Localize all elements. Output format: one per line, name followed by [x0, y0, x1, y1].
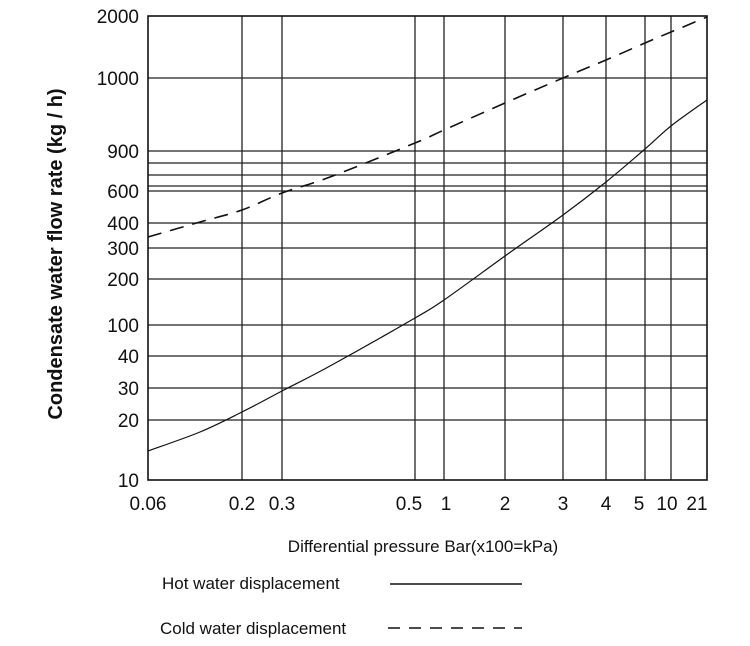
y-tick-label: 20	[118, 411, 139, 432]
x-tick-label: 2	[500, 494, 511, 515]
x-tick-label: 0.3	[269, 494, 295, 515]
x-tick-label: 4	[601, 494, 612, 515]
y-tick-label: 10	[118, 471, 139, 492]
y-tick-label: 300	[107, 239, 139, 260]
y-tick-label: 900	[107, 142, 139, 163]
x-tick-label: 21	[686, 494, 707, 515]
series-cold-water-line	[147, 16, 708, 238]
x-tick-label: 3	[558, 494, 569, 515]
x-tick-label: 0.2	[229, 494, 255, 515]
y-tick-label: 1000	[97, 69, 139, 90]
x-tick-label: 1	[441, 494, 452, 515]
legend-cold-label: Cold water displacement	[160, 619, 346, 638]
x-tick-label: 0.5	[396, 494, 422, 515]
y-tick-label: 100	[107, 316, 139, 337]
x-tick-label: 5	[634, 494, 645, 515]
legend-hot-label: Hot water displacement	[162, 574, 340, 593]
y-axis-label: Condensate water flow rate (kg / h)	[45, 88, 67, 419]
plot-frame	[147, 15, 708, 481]
y-tick-label: 40	[118, 347, 139, 368]
x-tick-label: 0.06	[130, 494, 167, 515]
x-axis-label: Differential pressure Bar(x100=kPa)	[288, 537, 558, 556]
y-tick-label: 200	[107, 270, 139, 291]
x-tick-label: 10	[656, 494, 677, 515]
y-tick-label: 2000	[97, 7, 139, 28]
series-curves	[147, 16, 708, 452]
y-tick-label: 30	[118, 379, 139, 400]
y-tick-label: 600	[107, 182, 139, 203]
grid-lines	[148, 16, 707, 480]
tick-labels: 0.06 0.2 0.3 0.5 1 2 3 4 5 10 21 10 20 30 40 100 200 300 4…	[97, 7, 708, 515]
series-hot-water-line	[147, 99, 708, 452]
y-tick-label: 400	[107, 214, 139, 235]
